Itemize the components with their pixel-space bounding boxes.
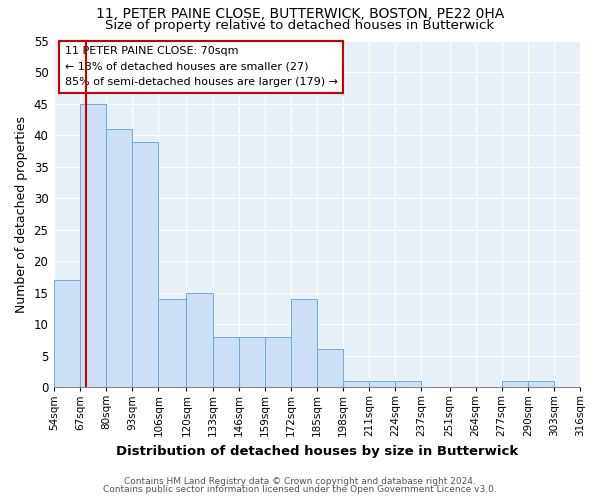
Text: 11 PETER PAINE CLOSE: 70sqm
← 13% of detached houses are smaller (27)
85% of sem: 11 PETER PAINE CLOSE: 70sqm ← 13% of det…: [65, 46, 338, 88]
Text: Size of property relative to detached houses in Butterwick: Size of property relative to detached ho…: [106, 19, 494, 32]
Text: Contains HM Land Registry data © Crown copyright and database right 2024.: Contains HM Land Registry data © Crown c…: [124, 477, 476, 486]
Bar: [239, 337, 265, 387]
Bar: [317, 350, 343, 387]
Bar: [80, 104, 106, 387]
Text: Contains public sector information licensed under the Open Government Licence v3: Contains public sector information licen…: [103, 485, 497, 494]
Text: 11, PETER PAINE CLOSE, BUTTERWICK, BOSTON, PE22 0HA: 11, PETER PAINE CLOSE, BUTTERWICK, BOSTO…: [96, 8, 504, 22]
Y-axis label: Number of detached properties: Number of detached properties: [15, 116, 28, 312]
Bar: [291, 299, 317, 387]
Bar: [369, 381, 395, 387]
Bar: [54, 280, 80, 387]
Bar: [528, 381, 554, 387]
Bar: [395, 381, 421, 387]
Bar: [132, 142, 158, 387]
Bar: [265, 337, 291, 387]
X-axis label: Distribution of detached houses by size in Butterwick: Distribution of detached houses by size …: [116, 444, 518, 458]
Bar: [343, 381, 369, 387]
Bar: [502, 381, 528, 387]
Bar: [158, 299, 187, 387]
Bar: [212, 337, 239, 387]
Bar: [106, 129, 132, 387]
Bar: [187, 292, 212, 387]
